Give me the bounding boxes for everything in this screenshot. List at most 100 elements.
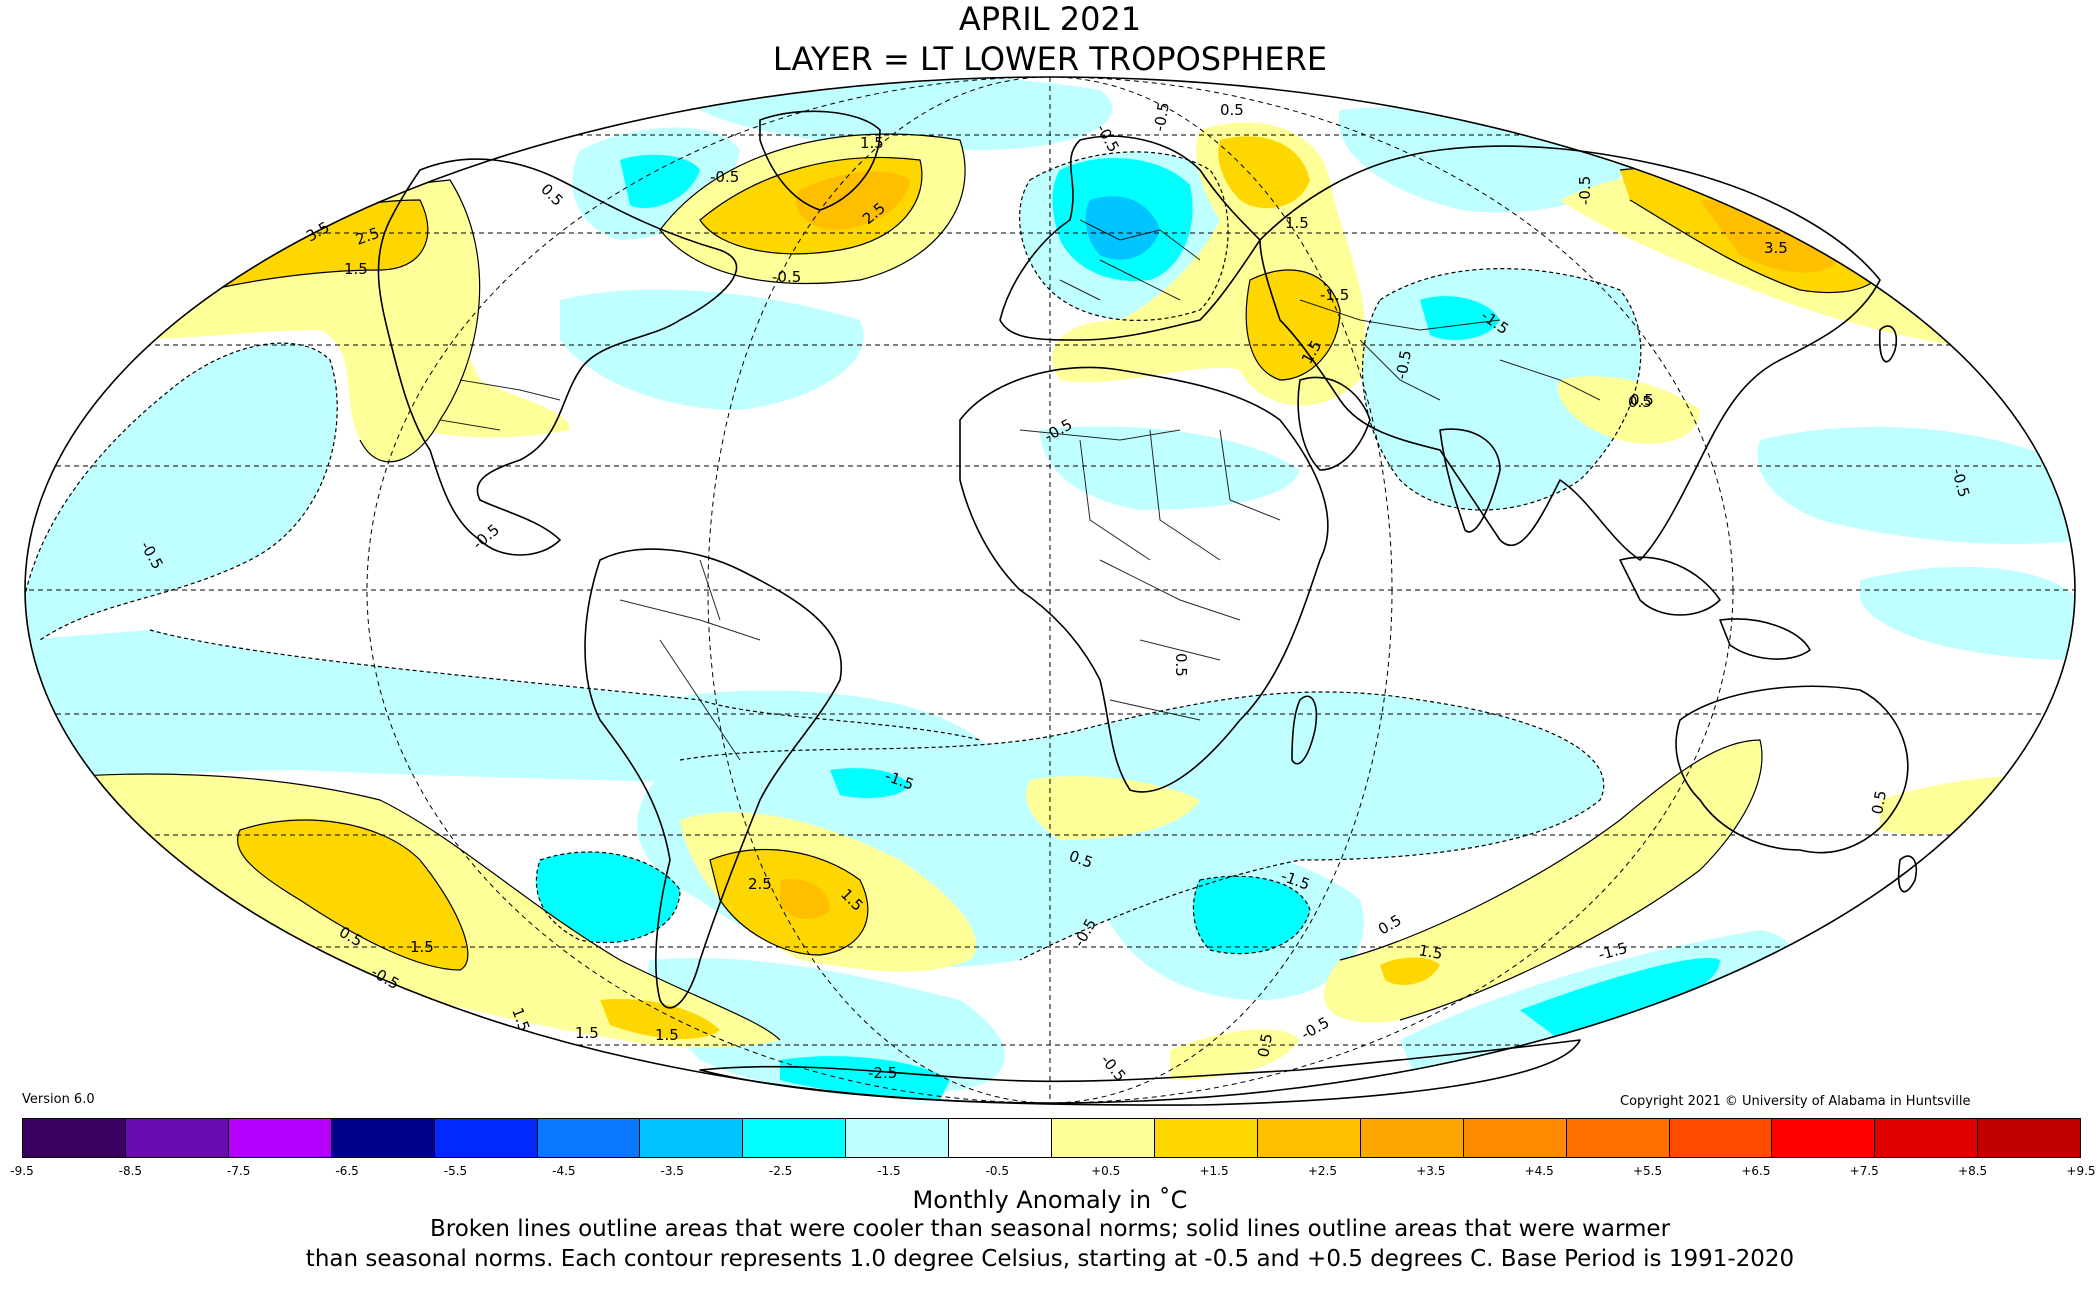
contour-label: 1.5	[344, 260, 368, 278]
north-america-coast	[377, 158, 738, 556]
map-title: APRIL 2021	[958, 0, 1142, 38]
colorbar-segment	[125, 1119, 229, 1157]
colorbar-ticks: -9.5 -8.5 -7.5 -6.5 -5.5 -4.5 -3.5 -2.5 -1.5 -0.5…	[0, 1164, 2100, 1182]
warm-region	[367, 298, 570, 438]
map-subtitle: LAYER = LT LOWER TROPOSPHERE	[772, 40, 1328, 78]
colorbar-segment	[1772, 1119, 1876, 1157]
colorbar-tick-label: -1.5	[877, 1164, 901, 1178]
contour-label: -0.5	[1392, 349, 1415, 381]
colorbar-segment	[537, 1119, 641, 1157]
colorbar-tick-label: +7.5	[1849, 1164, 1879, 1178]
colorbar-tick-label: -2.5	[768, 1164, 793, 1178]
warm-region	[1700, 200, 1840, 273]
warm-region	[237, 820, 468, 970]
warm-region	[1380, 957, 1440, 985]
globe-outline	[24, 76, 2076, 1104]
colorbar-tick-label: +1.5	[1199, 1164, 1229, 1178]
contour-label: 1.5	[1417, 941, 1444, 963]
colorbar-tick-label: -0.5	[985, 1164, 1010, 1178]
colorbar-segment	[743, 1119, 847, 1157]
colorbar-segment	[1257, 1119, 1361, 1157]
colorbar-tick-label: +8.5	[1958, 1164, 1988, 1178]
contour-label: -0.5	[1150, 101, 1173, 133]
greenland-coast	[759, 110, 881, 211]
contour-label: 0.5	[1172, 653, 1190, 677]
south-america-coast	[584, 548, 843, 1009]
contour-label: 0.5	[1630, 391, 1654, 409]
description-line-1: Broken lines outline areas that were coo…	[429, 1216, 1671, 1242]
cool-region	[780, 1056, 950, 1100]
colorbar-segment	[1978, 1119, 2081, 1157]
cool-region	[700, 77, 1113, 150]
cool-region	[536, 851, 680, 943]
version-label: Version 6.0	[22, 1092, 95, 1107]
contour-label: -0.5	[772, 268, 801, 286]
arabia-coast	[1297, 376, 1371, 471]
cool-region	[25, 343, 338, 640]
colorbar-segment	[949, 1119, 1053, 1157]
colorbar-segment	[434, 1119, 538, 1157]
colorbar-segment	[1875, 1119, 1979, 1157]
cool-region	[1193, 876, 1310, 954]
warm-region	[600, 999, 720, 1040]
contour-label: 3.5	[1764, 239, 1788, 257]
warm-region	[780, 879, 830, 920]
warm-region	[1026, 776, 1200, 840]
madagascar-coast	[1291, 695, 1318, 765]
contour-label: 2.5	[748, 875, 772, 893]
colorbar-tick-label: -7.5	[227, 1164, 251, 1178]
copyright-label: Copyright 2021 © University of Alabama i…	[1620, 1094, 1971, 1109]
australia-coast	[1675, 685, 1909, 854]
colorbar-segment	[23, 1119, 126, 1157]
contour-label: 0.5	[1628, 393, 1652, 411]
contour-label: 1.5	[575, 1024, 599, 1042]
colorbar-segment	[1463, 1119, 1567, 1157]
colorbar-segment	[1360, 1119, 1464, 1157]
colorbar-tick-label: +0.5	[1091, 1164, 1121, 1178]
cool-region	[1520, 958, 1720, 1040]
colorbar-label: Monthly Anomaly in ˚C	[912, 1186, 1188, 1214]
contour-label: -2.5	[868, 1064, 897, 1082]
warm-region	[796, 171, 910, 230]
colorbar-tick-label: +2.5	[1307, 1164, 1337, 1178]
cool-region	[560, 289, 864, 410]
cool-region	[1757, 426, 2075, 544]
japan-coast	[1878, 325, 1898, 363]
contour-label: 0.5	[1220, 101, 1244, 119]
africa-coast	[959, 366, 1329, 793]
colorbar-tick-label: +4.5	[1524, 1164, 1554, 1178]
india-coast	[1439, 428, 1501, 533]
colorbar-segment	[1154, 1119, 1258, 1157]
asia-coast	[1259, 145, 1881, 561]
colorbar-tick-label: +9.5	[2066, 1164, 2096, 1178]
colorbar-segment	[1669, 1119, 1773, 1157]
colorbar-segment	[1052, 1119, 1155, 1157]
description-line-2: than seasonal norms. Each contour repres…	[305, 1246, 1795, 1272]
cool-region	[830, 768, 910, 798]
colorbar-tick-label: -9.5	[10, 1164, 34, 1178]
warm-region	[1323, 740, 1762, 1023]
contour-label: 1.5	[860, 134, 884, 152]
contour-label: 0.5	[1254, 1032, 1276, 1059]
colorbar-tick-label: -8.5	[118, 1164, 143, 1178]
contour-label: 1.5	[410, 938, 434, 956]
colorbar-tick-label: +5.5	[1632, 1164, 1663, 1178]
new-zealand-coast	[1897, 855, 1918, 893]
contour-label: 0.5	[1868, 789, 1890, 816]
cool-region	[620, 154, 700, 209]
colorbar-segment	[846, 1119, 950, 1157]
southeast-asia-islands	[1619, 556, 1811, 660]
colorbar-segment	[1566, 1119, 1670, 1157]
colorbar-segment	[331, 1119, 435, 1157]
cool-region	[1040, 426, 1300, 510]
colorbar-tick-label: +3.5	[1416, 1164, 1446, 1178]
colorbar-tick-label: -5.5	[443, 1164, 468, 1178]
warm-region	[1246, 270, 1340, 380]
warm-region	[1170, 1029, 1300, 1080]
contour-label: -0.5	[710, 168, 739, 186]
europe-coast	[999, 135, 1261, 341]
contour-label: 1.5	[655, 1026, 679, 1044]
warm-region	[1218, 136, 1310, 209]
colorbar-segment	[640, 1119, 744, 1157]
colorbar-segment	[228, 1119, 332, 1157]
